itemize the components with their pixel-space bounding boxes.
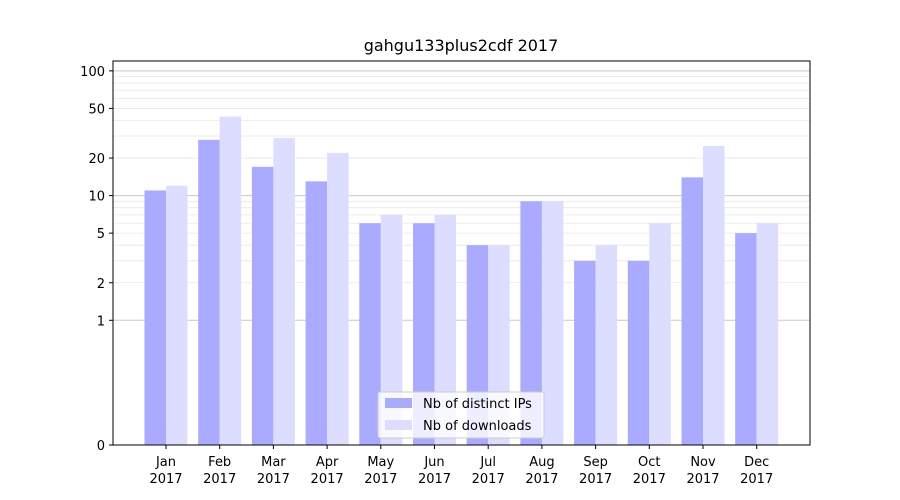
x-tick-label-month: Aug xyxy=(529,455,554,470)
x-tick-label-month: Apr xyxy=(316,455,339,470)
x-tick-label-month: Jan xyxy=(155,455,176,470)
x-tick-label-year: 2017 xyxy=(525,472,558,487)
x-tick-label-year: 2017 xyxy=(579,472,612,487)
bar-downloads xyxy=(595,245,618,445)
x-tick-label-year: 2017 xyxy=(203,472,236,487)
bar-distinct-ips xyxy=(305,181,328,445)
y-tick-label: 0 xyxy=(97,439,105,454)
x-tick-label-year: 2017 xyxy=(364,472,397,487)
x-tick-label-year: 2017 xyxy=(740,472,773,487)
bar-downloads xyxy=(756,223,779,445)
x-tick-label-year: 2017 xyxy=(149,472,182,487)
legend-swatch-distinct-ips xyxy=(385,398,412,408)
plot-frame xyxy=(112,60,811,446)
bar-distinct-ips xyxy=(413,223,435,445)
y-tick-label: 2 xyxy=(97,277,105,292)
x-tick-label-month: Jul xyxy=(479,455,496,470)
y-tick-label: 5 xyxy=(97,227,105,242)
y-tick-label: 50 xyxy=(88,102,105,117)
bar-downloads xyxy=(166,185,188,445)
x-axis: Jan 2017 Feb 2017 Mar 2017 Apr 2017 May 2017 Jun 20… xyxy=(149,445,773,487)
x-tick-label-month: Oct xyxy=(638,455,660,470)
x-tick-label-month: Feb xyxy=(208,455,231,470)
bar-distinct-ips xyxy=(198,139,220,445)
y-tick-label: 10 xyxy=(88,190,105,205)
x-tick-label-month: Sep xyxy=(583,455,608,470)
y-tick-label: 1 xyxy=(97,314,105,329)
bar-downloads xyxy=(219,116,242,445)
chart-title: gahgu133plus2cdf 2017 xyxy=(364,36,559,55)
y-tick-label: 100 xyxy=(80,65,105,80)
bar-distinct-ips xyxy=(144,190,166,445)
bar-distinct-ips xyxy=(359,223,381,445)
x-tick-label-year: 2017 xyxy=(633,472,666,487)
x-tick-label-year: 2017 xyxy=(311,472,344,487)
x-tick-label-year: 2017 xyxy=(257,472,290,487)
bar-downloads xyxy=(434,214,456,445)
bar-distinct-ips xyxy=(520,201,542,445)
x-tick-label-month: Mar xyxy=(261,455,286,470)
bar-distinct-ips xyxy=(627,260,650,445)
x-tick-label-month: Jun xyxy=(423,455,444,470)
x-tick-label-year: 2017 xyxy=(686,472,719,487)
bar-distinct-ips xyxy=(735,233,757,445)
bar-distinct-ips xyxy=(251,166,274,445)
bar-downloads xyxy=(541,201,564,445)
x-tick-label-year: 2017 xyxy=(418,472,451,487)
x-tick-label-year: 2017 xyxy=(472,472,505,487)
bar-downloads xyxy=(380,214,403,445)
bar-downloads xyxy=(703,145,725,446)
y-axis: 0 1 2 5 10 20 50 100 xyxy=(80,65,113,454)
y-tick-label: 20 xyxy=(88,152,105,167)
bar-downloads xyxy=(649,223,671,445)
legend: Nb of distinct IPs Nb of downloads xyxy=(377,391,545,439)
x-tick-label-month: Nov xyxy=(690,455,716,470)
x-tick-label-month: Dec xyxy=(744,455,769,470)
legend-label-distinct-ips: Nb of distinct IPs xyxy=(423,397,532,412)
bar-distinct-ips xyxy=(681,177,703,445)
bar-downloads xyxy=(273,137,295,446)
x-tick-label-month: May xyxy=(367,455,394,470)
legend-swatch-downloads xyxy=(385,420,412,430)
bar-distinct-ips xyxy=(574,260,596,445)
legend-box xyxy=(377,391,545,439)
bar-downloads xyxy=(327,152,349,445)
legend-label-downloads: Nb of downloads xyxy=(423,419,532,434)
